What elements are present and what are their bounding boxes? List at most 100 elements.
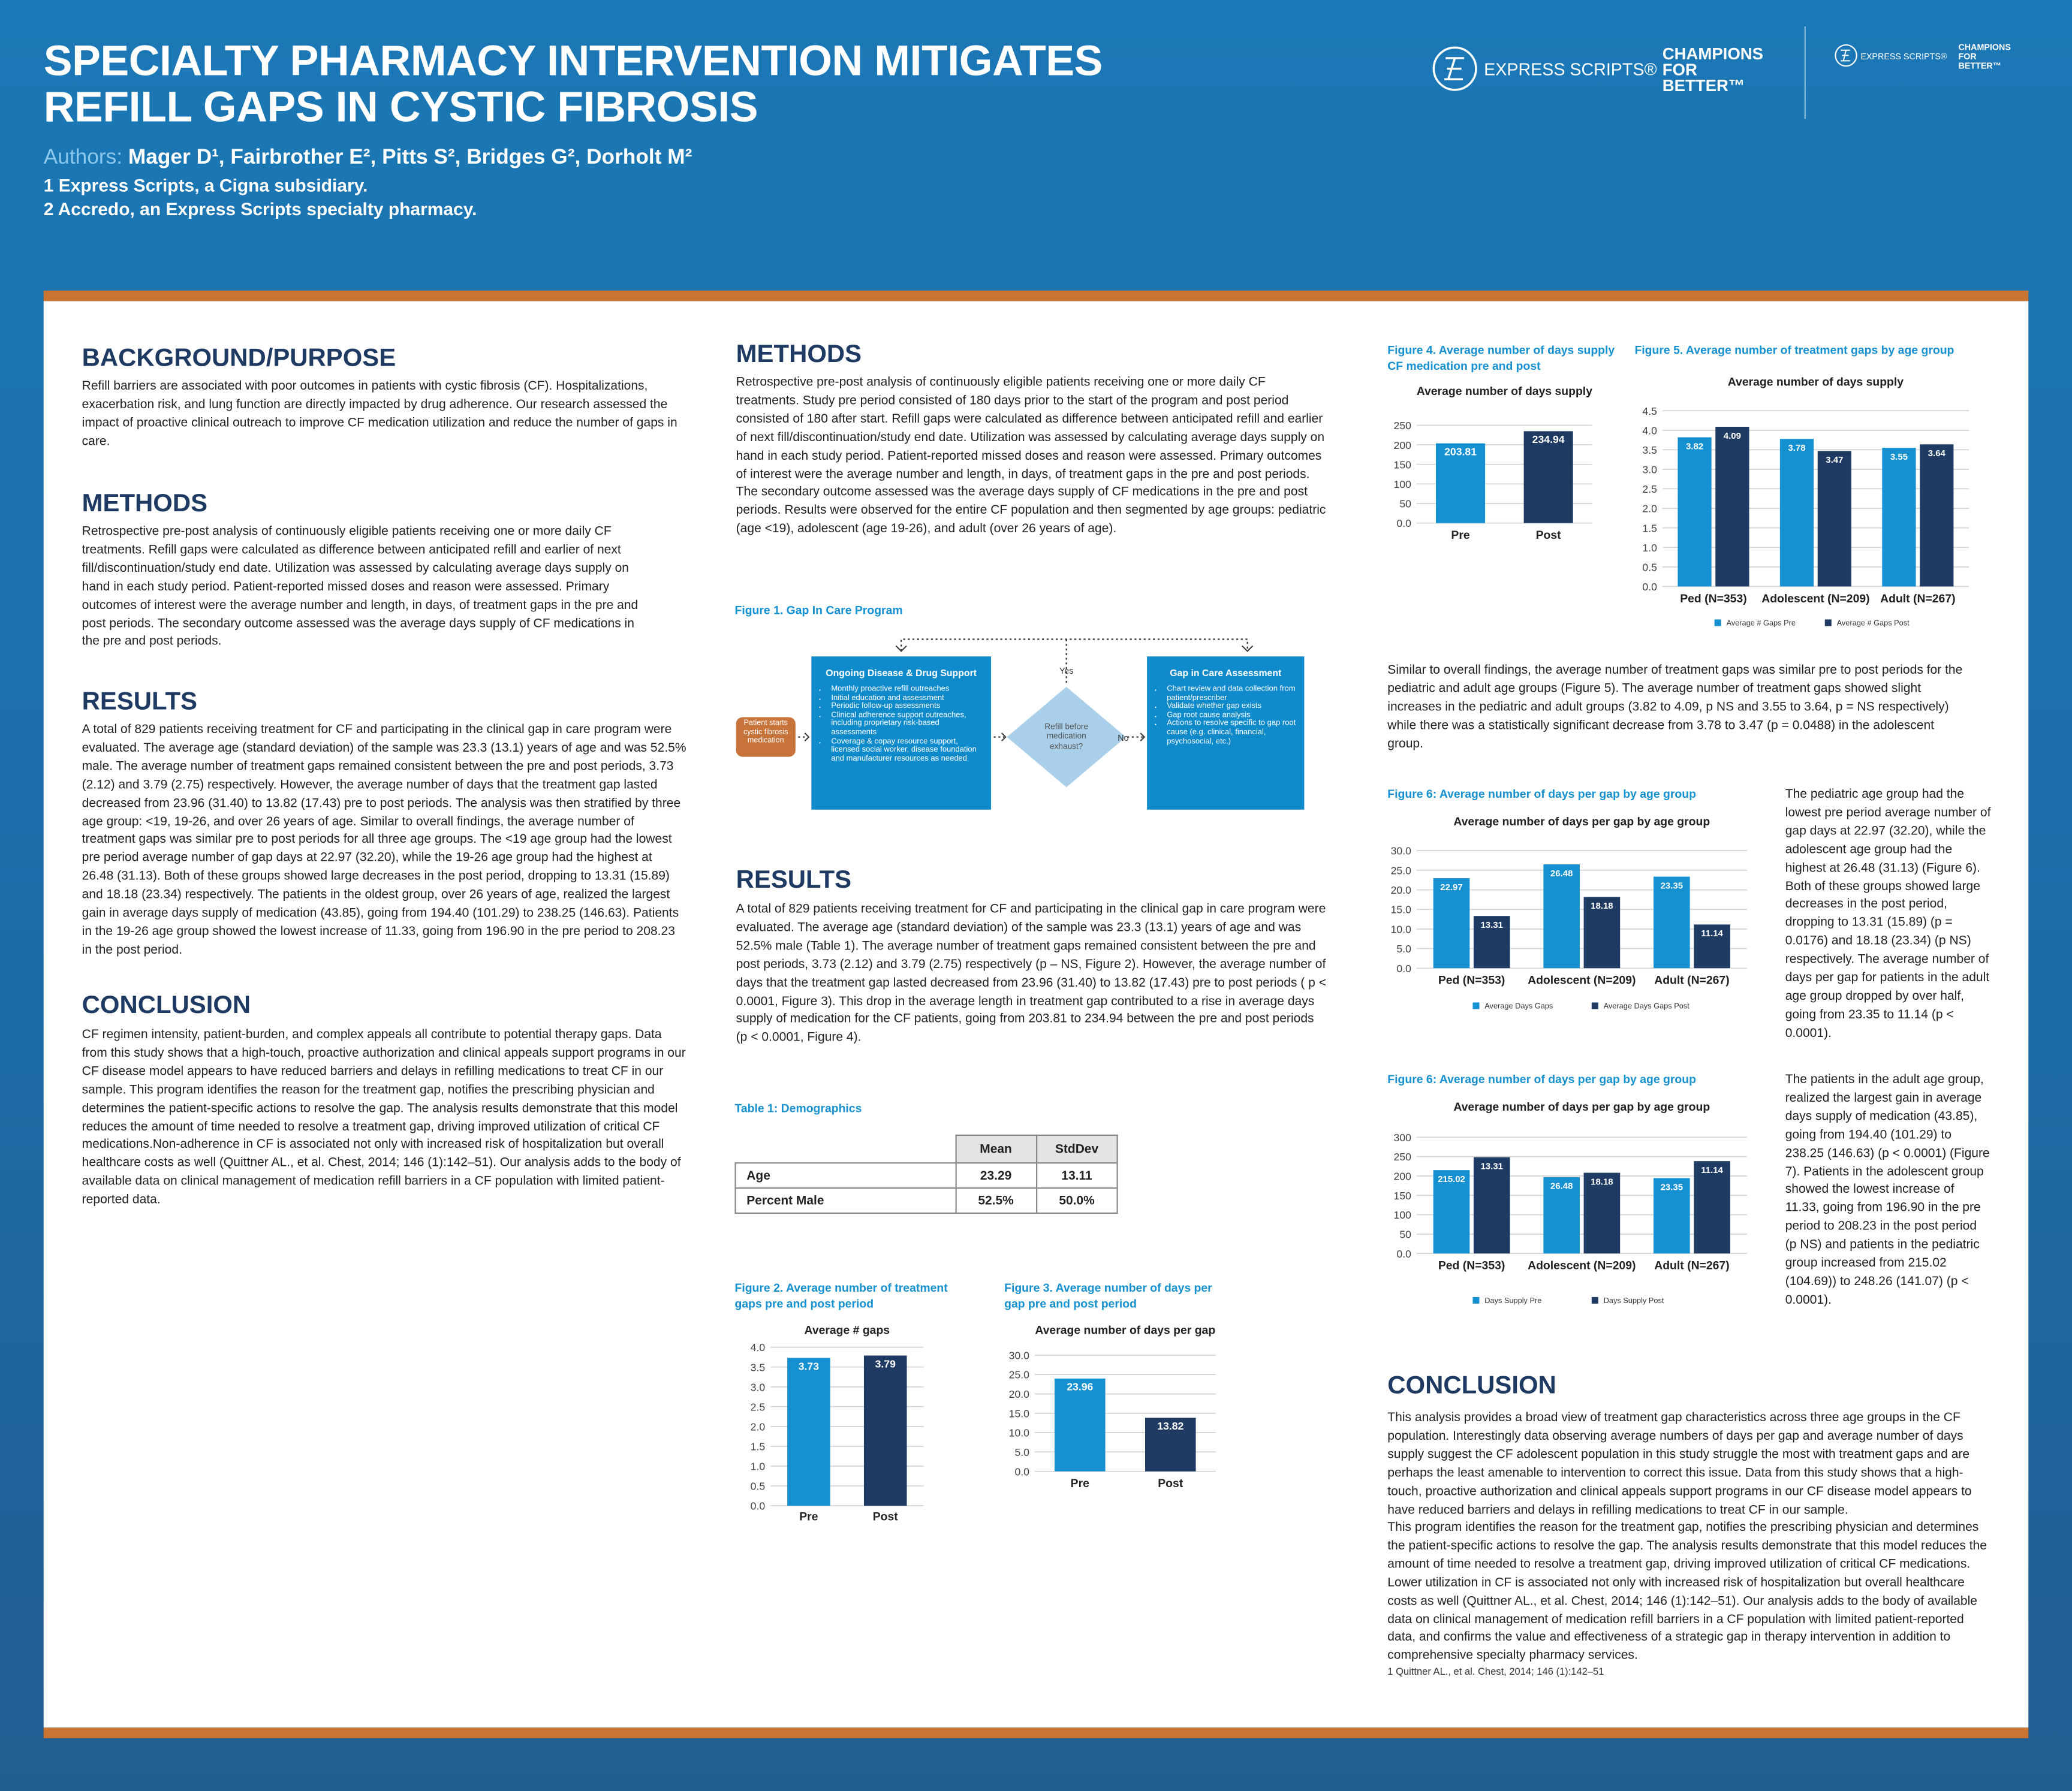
figure-caption: Figure 5. Average number of treatment ga… [1634, 343, 1954, 357]
bar [1779, 439, 1814, 587]
figure-caption: Figure 1. Gap In Care Program [734, 604, 903, 617]
x-tick-label: Adult (N=267) [1654, 1259, 1729, 1273]
flow-arrowheads [804, 645, 1254, 741]
author-list: Mager D¹, Fairbrother E², Pitts S², Brid… [128, 146, 692, 170]
legend-swatch [1824, 619, 1832, 626]
flow-item: Initial education and assessment [831, 694, 983, 703]
flow-box-list: Monthly proactive refill outreaches Init… [820, 686, 983, 764]
flow-support-box: Ongoing Disease & Drug Support Monthly p… [811, 656, 992, 810]
table-header: StdDev [1035, 1134, 1118, 1164]
table-corner [736, 1135, 956, 1163]
table-cell: 50.0% [1035, 1187, 1118, 1214]
logo-brand: EXPRESS SCRIPTS® [1860, 52, 1947, 62]
legend-swatch [1714, 619, 1721, 626]
bar [1694, 1161, 1730, 1254]
table-cell: Age [734, 1162, 956, 1189]
logo-tagline: FOR [1958, 52, 1977, 62]
top-rule [43, 290, 2029, 301]
flow-item: Actions to resolve specific to gap root … [1167, 720, 1296, 747]
flow-item: Coverage & copay resource support, licen… [831, 738, 983, 764]
section-heading: BACKGROUND/PURPOSE [82, 345, 396, 373]
x-tick-label: Pre [799, 1510, 818, 1523]
bar [1882, 448, 1916, 587]
bar [1433, 878, 1470, 969]
bar [1145, 1418, 1196, 1472]
logo-tagline: BETTER™ [1663, 76, 1745, 95]
bar [1433, 1170, 1470, 1254]
logo-tagline: FOR [1663, 61, 1697, 79]
legend-label: Average # Gaps Post [1837, 618, 1910, 627]
flow-box-list: Chart review and data collection from pa… [1155, 686, 1296, 747]
bar [1543, 864, 1580, 969]
y-tick-label: 50 [1399, 498, 1411, 510]
flow-box-title: Ongoing Disease & Drug Support [826, 667, 977, 679]
arrowhead [895, 645, 907, 652]
bar-value-label: 3.47 [1826, 455, 1843, 465]
bar-value-label: 26.48 [1550, 869, 1573, 879]
figure-caption: Figure 6: Average number of days per gap… [1387, 1072, 1696, 1086]
x-tick-label: Post [873, 1510, 899, 1523]
chart-title: Average number of days per gap by age gr… [1453, 1100, 1710, 1114]
arrowhead [1242, 645, 1254, 652]
figure-caption: Figure 2. Average number of treatment ga… [734, 1281, 948, 1310]
bar [787, 1358, 830, 1506]
y-tick-label: 4.0 [1642, 424, 1657, 436]
flow-yes-label: Yes [1059, 667, 1073, 676]
poster-title: SPECIALTY PHARMACY INTERVENTION MITIGATE… [44, 38, 1103, 131]
y-tick-label: 4.0 [751, 1341, 766, 1353]
flow-item: Periodic follow-up assessments [831, 703, 983, 712]
y-tick-label: 200 [1394, 1170, 1412, 1182]
y-tick-label: 3.0 [751, 1381, 766, 1393]
x-tick-label: Adult (N=267) [1880, 592, 1955, 605]
arrowhead [1140, 732, 1146, 741]
section-text: The patients in the adult age group, rea… [1785, 1072, 1990, 1308]
chart-title: Average # gaps [805, 1324, 890, 1337]
title-line: SPECIALTY PHARMACY INTERVENTION MITIGATE… [43, 37, 1103, 85]
y-tick-label: 150 [1394, 459, 1412, 471]
bar [1715, 427, 1749, 587]
y-tick-label: 10.0 [1009, 1427, 1030, 1439]
bar [863, 1355, 907, 1506]
section-text: Similar to overall findings, the average… [1387, 663, 1963, 751]
bar-value-label: 11.14 [1701, 1165, 1723, 1175]
bar-value-label: 3.79 [875, 1358, 896, 1370]
y-tick-label: 0.5 [751, 1481, 766, 1492]
section-text: This program identifies the reason for t… [1387, 1520, 1987, 1664]
x-tick-label: Adolescent (N=209) [1761, 592, 1869, 605]
legend-swatch [1591, 1296, 1598, 1304]
bar [1694, 924, 1730, 969]
y-tick-label: 20.0 [1009, 1388, 1030, 1400]
y-tick-label: 2.5 [1642, 483, 1657, 495]
section-text: This analysis provides a broad view of t… [1387, 1410, 1972, 1517]
flow-box-title: Gap in Care Assessment [1170, 667, 1282, 679]
bar-value-label: 18.18 [1591, 1177, 1613, 1187]
bar-value-label: 13.31 [1480, 1162, 1502, 1172]
section-heading: METHODS [82, 490, 208, 518]
flow-item: Gap root cause analysis [1167, 711, 1296, 720]
y-tick-label: 5.0 [1396, 943, 1411, 955]
bar [1436, 443, 1486, 523]
y-tick-label: 50 [1399, 1228, 1411, 1240]
y-tick-label: 0.0 [1396, 1248, 1411, 1260]
demographics-table: Mean StdDev Age 23.29 13.11 Percent Male… [734, 1134, 1118, 1214]
y-tick-label: 3.0 [1642, 464, 1657, 476]
bar [1583, 1172, 1621, 1254]
y-tick-label: 150 [1394, 1190, 1412, 1202]
section-heading: METHODS [736, 340, 862, 369]
section-heading: CONCLUSION [82, 991, 251, 1020]
chart-title: Average number of days supply [1728, 375, 1904, 388]
x-tick-label: Ped (N=353) [1438, 974, 1505, 987]
bar [1473, 916, 1510, 969]
bar-value-label: 3.73 [799, 1360, 820, 1372]
bar [1055, 1378, 1106, 1472]
table-row: Age 23.29 13.11 [734, 1162, 1118, 1189]
logo-brand: EXPRESS SCRIPTS® [1484, 61, 1657, 80]
section-heading: CONCLUSION [1387, 1372, 1556, 1400]
legend-label: Average Days Gaps [1484, 1001, 1553, 1010]
authors-label: Authors: [43, 146, 123, 170]
bar-value-label: 13.31 [1480, 920, 1502, 930]
flow-assessment-box: Gap in Care Assessment Chart review and … [1147, 656, 1305, 810]
bar [1654, 876, 1690, 969]
logo-mark-small-glyph [1841, 49, 1850, 62]
